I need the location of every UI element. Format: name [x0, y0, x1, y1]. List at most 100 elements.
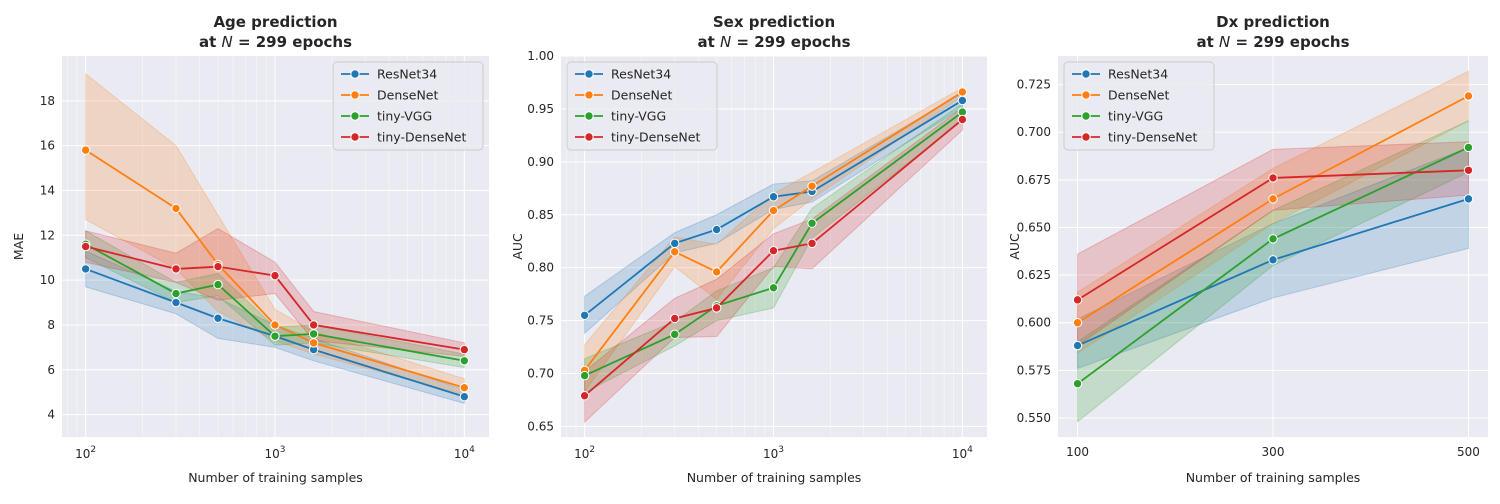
data-point-tiny-DenseNet — [171, 264, 181, 274]
data-point-DenseNet — [711, 267, 722, 277]
data-point-ResNet34 — [1463, 194, 1474, 204]
legend-label: DenseNet — [377, 88, 438, 103]
chart-panel-2: 0.65 0.70 0.75 0.80 0.85 0.90 0.95 1.00 102 103 10… — [510, 13, 987, 485]
data-point-tiny-VGG — [171, 288, 181, 299]
data-point-tiny-DenseNet — [1268, 173, 1278, 183]
data-point-tiny-VGG — [670, 329, 680, 340]
x-axis-label: Number of training samples — [1186, 470, 1361, 485]
y-axis-label: AUC — [1007, 233, 1022, 260]
legend-marker — [1081, 69, 1091, 79]
data-point-tiny-VGG — [1268, 234, 1278, 244]
data-point-tiny-VGG — [1463, 142, 1474, 153]
legend-marker — [584, 111, 594, 121]
y-tick-label: 0.65 — [527, 419, 554, 433]
y-tick-label: 0.675 — [1017, 173, 1051, 187]
data-point-ResNet34 — [768, 192, 779, 202]
data-point-DenseNet — [670, 247, 680, 257]
legend-label: tiny-VGG — [1108, 109, 1163, 124]
series-line-tiny-VGG — [85, 243, 465, 362]
data-point-ResNet34 — [579, 310, 590, 320]
series-line-DenseNet — [85, 149, 465, 389]
y-tick-label: 12 — [40, 228, 55, 242]
y-tick-label: 16 — [40, 139, 55, 153]
data-point-tiny-DenseNet — [459, 344, 470, 355]
x-tick-label: 500 — [1457, 445, 1480, 459]
data-point-tiny-DenseNet — [1072, 295, 1083, 305]
chart-title: Sex prediction — [713, 13, 835, 31]
chart-subtitle: at N = 299 epochs — [1196, 33, 1349, 51]
series-line-DenseNet — [583, 91, 963, 371]
legend-label: tiny-DenseNet — [611, 130, 700, 145]
legend-box — [1063, 61, 1215, 151]
y-tick-label: 0.85 — [527, 208, 554, 222]
legend-marker — [584, 132, 594, 142]
data-point-tiny-DenseNet — [579, 391, 590, 401]
legend-label: ResNet34 — [1108, 67, 1168, 82]
legend-marker — [584, 69, 594, 79]
data-point-ResNet34 — [711, 224, 722, 235]
data-point-ResNet34 — [80, 264, 91, 274]
x-tick-label: 102 — [75, 445, 96, 461]
data-point-tiny-VGG — [459, 356, 470, 366]
data-point-tiny-VGG — [579, 370, 590, 381]
data-point-DenseNet — [768, 205, 779, 216]
x-tick-label: 103 — [763, 445, 784, 461]
chart-subtitle: at N = 299 epochs — [199, 33, 352, 51]
y-tick-label: 0.90 — [527, 155, 554, 169]
data-point-DenseNet — [1072, 318, 1083, 328]
legend-box — [332, 61, 484, 151]
data-point-tiny-VGG — [807, 218, 817, 228]
x-axis-label: Number of training samples — [188, 470, 363, 485]
legend-label: tiny-VGG — [377, 109, 432, 124]
data-point-tiny-DenseNet — [80, 241, 91, 252]
data-point-tiny-DenseNet — [1463, 165, 1474, 176]
legend-marker — [1081, 90, 1091, 100]
x-tick-label: 102 — [574, 445, 595, 461]
data-point-tiny-DenseNet — [807, 238, 817, 249]
data-point-DenseNet — [957, 87, 968, 97]
x-tick-label: 104 — [454, 445, 475, 461]
data-point-DenseNet — [1463, 91, 1474, 101]
y-tick-label: 0.75 — [527, 314, 554, 328]
y-tick-label: 0.80 — [527, 261, 554, 275]
y-tick-label: 0.725 — [1017, 78, 1051, 92]
data-point-ResNet34 — [670, 238, 680, 249]
legend-box — [566, 61, 718, 151]
data-point-ResNet34 — [171, 297, 181, 308]
data-point-DenseNet — [171, 203, 181, 214]
legend-label: tiny-VGG — [611, 109, 666, 124]
y-tick-label: 0.550 — [1017, 411, 1051, 425]
data-point-tiny-DenseNet — [768, 246, 779, 256]
x-tick-label: 100 — [1066, 445, 1089, 459]
legend-label: tiny-DenseNet — [1108, 130, 1197, 145]
data-point-tiny-DenseNet — [308, 320, 319, 330]
data-point-DenseNet — [270, 320, 280, 330]
data-point-ResNet34 — [1268, 255, 1278, 265]
x-tick-label: 104 — [952, 445, 973, 461]
data-point-tiny-DenseNet — [213, 261, 223, 272]
chart-title: Dx prediction — [1216, 13, 1330, 31]
legend-label: DenseNet — [611, 88, 672, 103]
x-tick-label: 300 — [1262, 445, 1285, 459]
data-point-tiny-VGG — [308, 329, 319, 339]
y-tick-label: 8 — [47, 318, 55, 332]
legend-marker — [1081, 111, 1091, 121]
data-point-ResNet34 — [213, 313, 223, 323]
data-point-DenseNet — [1268, 194, 1278, 204]
y-tick-label: 1.00 — [527, 49, 554, 63]
data-layer — [1072, 70, 1474, 423]
data-point-ResNet34 — [1072, 340, 1083, 351]
y-tick-label: 14 — [40, 183, 55, 197]
legend-label: tiny-DenseNet — [377, 130, 466, 145]
legend-label: ResNet34 — [611, 67, 671, 82]
data-point-ResNet34 — [459, 391, 470, 402]
data-point-tiny-DenseNet — [957, 114, 968, 125]
y-tick-label: 0.650 — [1017, 220, 1051, 234]
series-line-tiny-DenseNet — [85, 245, 465, 351]
confidence-band-DenseNet — [1077, 70, 1469, 355]
legend-label: ResNet34 — [377, 67, 437, 82]
series-line-tiny-DenseNet — [584, 118, 963, 397]
data-point-tiny-DenseNet — [270, 270, 280, 281]
chart-subtitle: at N = 299 epochs — [697, 33, 850, 51]
